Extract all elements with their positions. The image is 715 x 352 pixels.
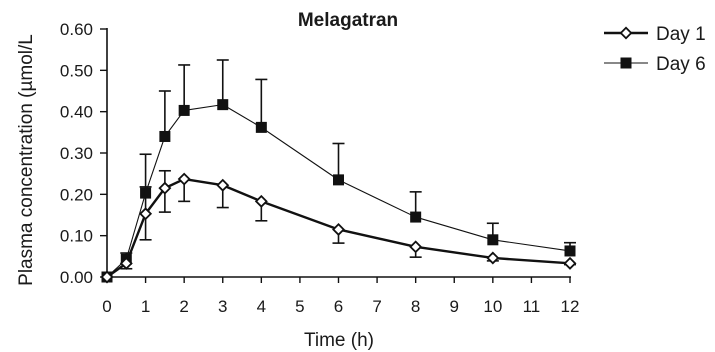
x-tick-label: 6: [334, 297, 343, 316]
y-axis-ticks: 0.00 0.10 0.20 0.30 0.40 0.50 0.60: [60, 20, 107, 287]
x-tick-label: 4: [257, 297, 266, 316]
data-point: [217, 99, 229, 111]
x-tick-label: 12: [561, 297, 580, 316]
data-point: [487, 234, 499, 246]
series-day-1: [100, 169, 577, 284]
data-point: [158, 181, 172, 195]
x-tick-label: 9: [450, 297, 459, 316]
data-point: [486, 251, 500, 265]
data-point: [409, 240, 423, 254]
data-point: [100, 270, 114, 284]
legend-label: Day 1: [656, 24, 706, 45]
data-point: [564, 245, 576, 257]
legend-marker: [619, 26, 633, 40]
data-point: [159, 130, 171, 142]
data-point: [139, 207, 153, 221]
data-point: [177, 172, 191, 186]
x-tick-label: 0: [102, 297, 111, 316]
y-tick-label: 0.60: [60, 20, 93, 39]
data-point: [563, 256, 577, 270]
legend: Day 1 Day 6: [604, 24, 706, 75]
series-layer: [100, 59, 577, 284]
data-point: [178, 104, 190, 116]
x-tick-label: 7: [372, 297, 381, 316]
y-tick-label: 0.30: [60, 144, 93, 163]
data-point: [254, 194, 268, 208]
x-axis-ticks: 0 1 2 3 4 5 6 7 8 9 10 11 12: [102, 277, 579, 316]
y-tick-label: 0.20: [60, 185, 93, 204]
y-tick-label: 0.00: [60, 268, 93, 287]
y-tick-label: 0.40: [60, 103, 93, 122]
x-tick-label: 1: [141, 297, 150, 316]
x-tick-label: 5: [295, 297, 304, 316]
x-tick-label: 10: [483, 297, 502, 316]
y-axis-title: Plasma concentration (µmol/L: [16, 34, 37, 286]
legend-item-day-6: Day 6: [604, 54, 706, 75]
data-point: [216, 178, 230, 192]
series-line: [106, 104, 571, 278]
data-point: [332, 222, 345, 236]
x-tick-label: 2: [179, 297, 188, 316]
series-day-6: [101, 59, 576, 283]
legend-label: Day 6: [656, 54, 706, 75]
data-point: [333, 174, 344, 186]
x-tick-label: 8: [411, 297, 420, 316]
data-point: [410, 211, 422, 223]
chart-title: Melagatran: [298, 10, 398, 31]
x-tick-label: 11: [523, 297, 541, 316]
legend-marker: [620, 57, 632, 69]
data-point: [119, 256, 133, 270]
legend-item-day-1: Day 1: [604, 24, 706, 45]
x-tick-label: 3: [218, 297, 227, 316]
y-tick-label: 0.50: [60, 61, 93, 80]
y-tick-label: 0.10: [60, 227, 93, 246]
x-axis-title: Time (h): [304, 330, 374, 351]
data-point: [255, 121, 267, 133]
